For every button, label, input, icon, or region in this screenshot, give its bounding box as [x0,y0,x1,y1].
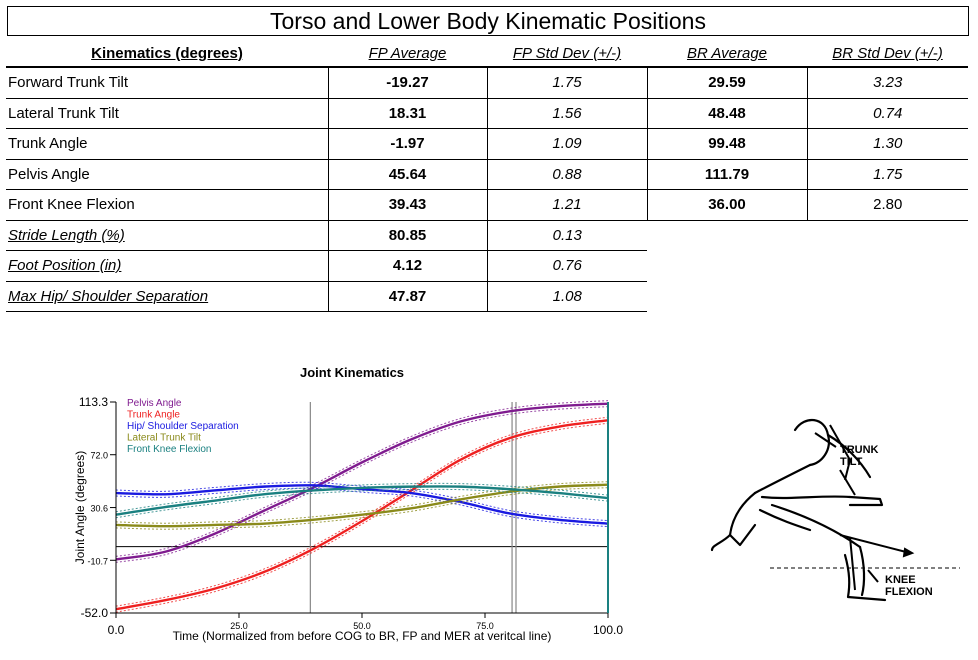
series-line [115,484,609,525]
legend-item: Hip/ Shoulder Separation [127,421,239,432]
knee-label: KNEE [885,574,916,586]
fp-average-cell: 45.64 [327,159,487,190]
tilt-label: TILT [840,456,863,468]
plot-axes: 113.3 72.0 30.6 -10.7 -52.0 0.0 25.0 50.0 75.0 10… [73,395,623,643]
header-kinematics: Kinematics (degrees) [6,40,328,68]
x-tick-label: 0.0 [108,623,125,637]
table-row: Max Hip/ Shoulder Separation 47.87 1.08 [6,281,968,312]
joint-kinematics-chart: 113.3 72.0 30.6 -10.7 -52.0 0.0 25.0 50.0 75.0 10… [73,395,623,643]
table-row: Foot Position (in) 4.12 0.76 [6,250,968,282]
br-average-cell: 29.59 [646,67,807,99]
fp-average-cell: -1.97 [327,128,487,160]
br-average-cell: 48.48 [646,98,807,129]
x-tick-label: 100.0 [593,623,623,637]
br-std-dev-cell: 3.23 [806,67,968,99]
flexion-label: FLEXION [885,586,933,598]
pitcher-body-outline [710,419,887,602]
br-std-dev-cell: 1.75 [806,159,968,190]
y-tick-label: 30.6 [90,504,108,514]
series-band-lower [115,406,609,563]
br-std-dev-cell: 1.30 [806,128,968,160]
row-label: Max Hip/ Shoulder Separation [6,281,328,312]
series-line [115,419,609,611]
fp-std-dev-cell: 0.76 [486,250,647,282]
br-std-dev-cell: 2.80 [806,189,968,221]
chart-title: Joint Kinematics [300,365,405,380]
x-tick-label: 50.0 [353,621,371,631]
empty-cell [647,281,968,312]
y-axis-label: Joint Angle (degrees) [73,451,87,564]
fp-average-cell: 47.87 [327,281,487,312]
table-row: Trunk Angle -1.97 1.09 99.48 1.30 [6,128,968,160]
series-band-lower [115,487,609,530]
series-band-upper [115,416,609,607]
kinematics-table: Kinematics (degrees) FP Average FP Std D… [6,40,968,312]
table-header-row: Kinematics (degrees) FP Average FP Std D… [6,40,968,68]
fp-average-cell: 18.31 [327,98,487,129]
x-tick-label: 75.0 [476,621,494,631]
knee-flexion-marker [839,534,915,591]
fp-std-dev-cell: 0.88 [486,159,647,190]
trunk-tilt-marker [814,424,856,496]
row-label: Lateral Trunk Tilt [6,98,328,129]
legend-item: Front Knee Flexion [127,444,212,455]
br-average-cell: 36.00 [646,189,807,221]
trunk-label: TRUNK [840,444,879,456]
page-title: Torso and Lower Body Kinematic Positions [7,6,969,36]
legend-item: Trunk Angle [127,410,180,421]
fp-std-dev-cell: 1.08 [486,281,647,312]
fp-std-dev-cell: 1.56 [486,98,647,129]
legend-item: Lateral Trunk Tilt [127,433,201,444]
table-row: Stride Length (%) 80.85 0.13 [6,220,968,251]
plot-series [115,400,609,613]
y-tick-label: 72.0 [90,451,108,461]
series-band-upper [115,481,609,522]
series-band-lower [115,487,609,528]
header-br-std-dev: BR Std Dev (+/-) [807,40,968,68]
legend-item: Pelvis Angle [127,398,182,409]
fp-std-dev-cell: 1.21 [486,189,647,221]
series-line [115,485,609,516]
y-tick-label: 113.3 [79,395,108,409]
series-line [115,402,609,561]
table-row: Forward Trunk Tilt -19.27 1.75 29.59 3.2… [6,67,968,99]
empty-cell [647,220,968,251]
br-average-cell: 99.48 [646,128,807,160]
row-label: Foot Position (in) [6,250,328,282]
header-br-average: BR Average [647,40,807,68]
pitcher-figure-illustration: TRUNK TILT KNEE FLEXION [710,419,960,602]
y-tick-label: -10.7 [87,556,108,566]
x-axis-label: Time (Normalized from before COG to BR, … [173,629,552,643]
series-band-upper [115,400,609,557]
header-fp-average: FP Average [328,40,487,68]
row-label: Forward Trunk Tilt [6,67,328,99]
table-row: Front Knee Flexion 39.43 1.21 36.00 2.80 [6,189,968,221]
row-label: Stride Length (%) [6,220,328,251]
x-tick-label: 25.0 [230,621,248,631]
fp-average-cell: 4.12 [327,250,487,282]
series-band-lower [115,422,609,613]
fp-average-cell: 80.85 [327,220,487,251]
header-fp-std-dev: FP Std Dev (+/-) [487,40,647,68]
series-band-lower [115,488,609,519]
table-row: Lateral Trunk Tilt 18.31 1.56 48.48 0.74 [6,98,968,129]
br-std-dev-cell: 0.74 [806,98,968,129]
series-band-upper [115,481,609,524]
empty-cell [647,251,968,282]
table-row: Pelvis Angle 45.64 0.88 111.79 1.75 [6,159,968,190]
fp-average-cell: -19.27 [327,67,487,99]
fp-std-dev-cell: 1.09 [486,128,647,160]
fp-std-dev-cell: 1.75 [486,67,647,99]
y-tick-label: -52.0 [81,606,109,620]
br-average-cell: 111.79 [646,159,807,190]
series-band-upper [115,482,609,513]
fp-average-cell: 39.43 [327,189,487,221]
row-label: Pelvis Angle [6,159,328,190]
fp-std-dev-cell: 0.13 [486,220,647,251]
row-label: Trunk Angle [6,128,328,160]
row-label: Front Knee Flexion [6,189,328,221]
